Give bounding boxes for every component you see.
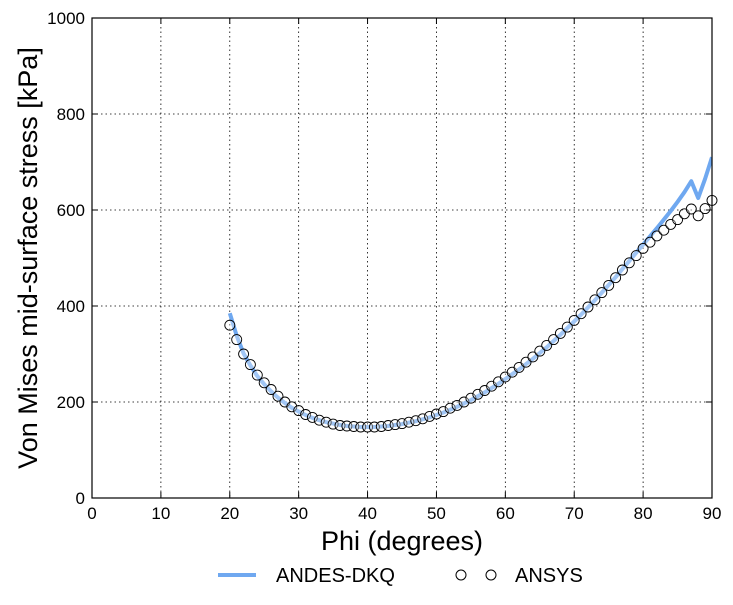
series-line-andes-dkq — [227, 156, 712, 429]
ansys-data-point — [568, 314, 580, 326]
ansys-data-point — [444, 402, 456, 414]
ansys-data-point — [582, 301, 594, 313]
ansys-data-point — [451, 399, 463, 411]
y-axis-title: Von Mises mid-surface stress [kPa] — [13, 47, 43, 469]
y-tick-labels: 0 200 400 600 800 1000 — [47, 9, 85, 508]
legend-swatch-ansys-marker — [455, 569, 467, 581]
ansys-data-point — [327, 418, 339, 430]
ansys-data-point — [589, 294, 601, 306]
ansys-data-point — [410, 415, 422, 427]
ansys-data-point — [603, 279, 615, 291]
ansys-data-point — [623, 257, 635, 269]
ansys-data-point — [699, 203, 711, 215]
ansys-data-point — [554, 327, 566, 339]
x-tick-label: 30 — [289, 504, 308, 523]
x-tick-label: 60 — [496, 504, 515, 523]
legend-label-andes-dkq: ANDES-DKQ — [276, 565, 395, 587]
y-tick-label: 800 — [57, 105, 85, 124]
ansys-data-point — [658, 224, 670, 236]
legend-swatch-ansys-marker — [485, 569, 497, 581]
legend: ANDES-DKQ ANSYS — [218, 565, 583, 587]
ansys-data-point — [575, 308, 587, 320]
x-tick-label: 70 — [565, 504, 584, 523]
ansys-data-point — [541, 339, 553, 351]
ansys-data-point — [561, 321, 573, 333]
ansys-data-point — [417, 413, 429, 425]
ansys-data-point — [251, 369, 263, 381]
ansys-data-point — [265, 384, 277, 395]
ansys-data-point — [430, 408, 442, 420]
ansys-data-point — [437, 406, 449, 418]
ansys-data-point — [424, 410, 436, 422]
x-tick-label: 0 — [87, 504, 96, 523]
ansys-data-point — [548, 334, 560, 346]
x-tick-label: 80 — [634, 504, 653, 523]
plot-frame — [91, 17, 713, 499]
y-tick-label: 0 — [76, 489, 85, 508]
series-markers-ansys — [224, 194, 718, 433]
series-line-andes-dkq-path — [227, 156, 712, 429]
ansys-data-point — [596, 287, 608, 299]
ansys-data-point — [313, 414, 325, 426]
x-tick-labels: 0 10 20 30 40 50 60 70 80 90 — [87, 504, 721, 523]
ansys-data-point — [630, 250, 642, 262]
ansys-data-point — [527, 351, 539, 363]
ansys-data-point — [637, 242, 649, 254]
ansys-data-point — [403, 416, 415, 428]
y-tick-label: 600 — [57, 201, 85, 220]
ansys-data-point — [300, 409, 312, 420]
ansys-data-point — [685, 203, 697, 215]
x-tick-label: 40 — [358, 504, 377, 523]
ansys-data-point — [244, 359, 256, 371]
ansys-data-point — [258, 377, 270, 389]
ansys-data-point — [396, 418, 408, 430]
y-tick-label: 400 — [57, 297, 85, 316]
x-tick-label: 20 — [220, 504, 239, 523]
x-tick-label: 50 — [427, 504, 446, 523]
ansys-data-point — [610, 272, 622, 284]
ansys-data-point — [320, 416, 332, 428]
y-tick-label: 1000 — [47, 9, 85, 28]
ansys-data-point — [231, 334, 243, 346]
x-tick-label: 90 — [703, 504, 722, 523]
grid — [92, 18, 712, 498]
axis-ticks — [91, 17, 713, 499]
ansys-data-point — [692, 210, 704, 222]
x-tick-label: 10 — [151, 504, 170, 523]
ansys-data-point — [616, 264, 628, 276]
ansys-data-point — [306, 411, 318, 423]
y-tick-label: 200 — [57, 393, 85, 412]
ansys-data-point — [644, 236, 656, 248]
x-axis-title: Phi (degrees) — [321, 526, 483, 556]
ansys-data-point — [224, 319, 236, 331]
legend-label-ansys: ANSYS — [515, 565, 583, 587]
ansys-data-point — [238, 348, 250, 360]
ansys-data-point — [272, 390, 284, 402]
